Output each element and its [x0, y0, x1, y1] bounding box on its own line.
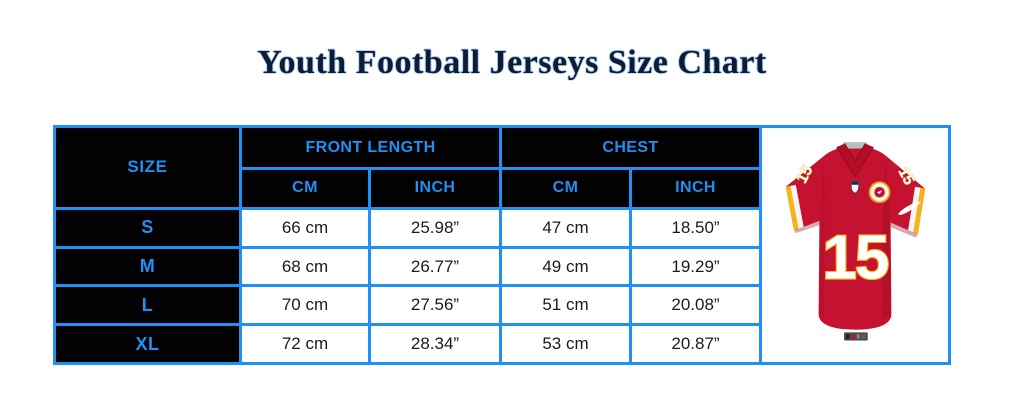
chest-inch-cell: 18.50”: [629, 206, 762, 249]
jersey-cell: 15 15 15: [759, 125, 951, 365]
front-cm-cell: 72 cm: [239, 323, 371, 365]
jersey-right-sleeve: [883, 155, 926, 238]
size-cell: L: [53, 284, 242, 327]
jock-tag: [844, 332, 868, 341]
chest-cm-cell: 53 cm: [499, 323, 632, 365]
chest-inch-cell: 19.29”: [629, 245, 762, 288]
front-inch-cell: 25.98”: [368, 206, 502, 249]
table-row-l: L 70 cm 27.56” 51 cm 20.08”: [53, 284, 950, 327]
size-cell: S: [53, 206, 242, 249]
chest-header: CHEST: [499, 125, 762, 170]
size-column-header: SIZE: [53, 125, 242, 210]
swoosh-icon: [898, 201, 922, 215]
jersey-image: 15 15 15: [785, 142, 926, 341]
table-row-s: S 66 cm 25.98” 47 cm 18.50”: [53, 206, 950, 249]
front-cm-header: CM: [239, 167, 371, 210]
right-cuff-gold-stripe: [913, 187, 926, 235]
right-cuff-white-stripe: [907, 186, 921, 234]
front-cm-cell: 66 cm: [239, 206, 371, 249]
front-inch-header: INCH: [368, 167, 502, 210]
chest-cm-cell: 49 cm: [499, 245, 632, 288]
header-row-groups: SIZE FRONT LENGTH CHEST: [53, 125, 951, 365]
chest-cm-header: CM: [499, 167, 632, 210]
chest-inch-cell: 20.87”: [629, 323, 762, 365]
jersey-number: 15: [822, 224, 888, 293]
table-row-xl: XL 72 cm 28.34” 53 cm 20.87”: [53, 323, 950, 365]
left-cuff-white-stripe: [790, 184, 805, 230]
front-length-header: FRONT LENGTH: [239, 125, 502, 170]
jersey-left-sleeve: [785, 155, 828, 234]
chest-cm-cell: 51 cm: [499, 284, 632, 327]
chest-inch-header: INCH: [629, 167, 762, 210]
inner-collar-strip: [843, 142, 867, 149]
size-cell: M: [53, 245, 242, 288]
jersey-collar: [836, 142, 874, 178]
table-row-m: M 68 cm 26.77” 49 cm 19.29”: [53, 245, 950, 288]
nfl-shield-icon: [851, 181, 859, 194]
team-patch-icon: [868, 181, 891, 204]
left-cuff-gold-stripe: [785, 185, 799, 231]
front-inch-cell: 27.56”: [368, 284, 502, 327]
chest-inch-cell: 20.08”: [629, 284, 762, 327]
front-inch-cell: 28.34”: [368, 323, 502, 365]
front-cm-cell: 68 cm: [239, 245, 371, 288]
page-title: Youth Football Jerseys Size Chart: [257, 44, 767, 81]
size-cell: XL: [53, 323, 242, 365]
header-row-units: CM INCH CM INCH: [55, 167, 950, 210]
size-chart-table: SIZE FRONT LENGTH CHEST: [53, 125, 951, 365]
front-cm-cell: 70 cm: [239, 284, 371, 327]
chest-cm-cell: 47 cm: [499, 206, 632, 249]
front-inch-cell: 26.77”: [368, 245, 502, 288]
